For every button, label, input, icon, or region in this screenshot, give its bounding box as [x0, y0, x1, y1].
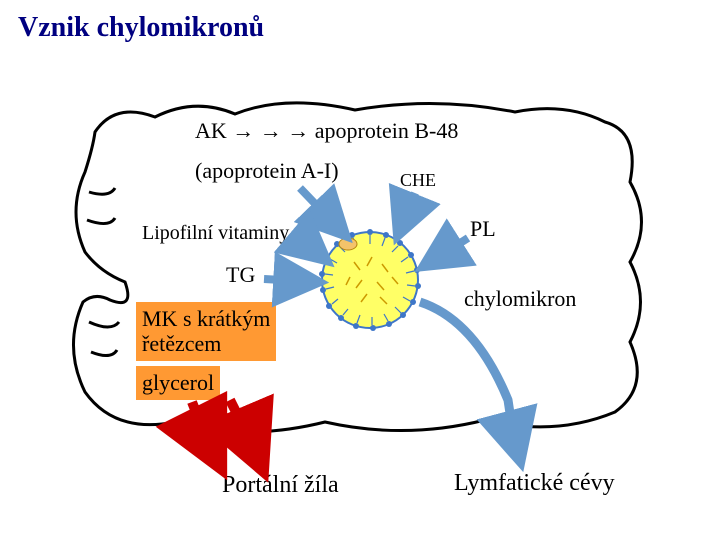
portal-label: Portální žíla	[222, 472, 339, 499]
lipo-label: Lipofilní vitaminy	[142, 222, 289, 245]
title-text: Vznik chylomikronů	[18, 12, 264, 43]
ak-text: AK	[195, 118, 227, 143]
chylomikron-label: chylomikron	[464, 286, 576, 312]
arrow-glyph-3: →	[287, 118, 309, 143]
page-title: Vznik chylomikronů	[18, 12, 264, 44]
apoB48-text: apoprotein B-48	[315, 118, 459, 143]
mk-line2: řetězcem	[142, 331, 221, 356]
che-label: CHE	[400, 170, 436, 191]
chylomicron-icon	[312, 222, 428, 338]
arrow-glyph-2: →	[260, 118, 282, 143]
lymf-label: Lymfatické cévy	[454, 470, 615, 497]
tg-label: TG	[226, 262, 255, 288]
arrow-glyph-1: →	[232, 118, 254, 143]
mk-line1: MK s krátkým	[142, 306, 270, 331]
pl-label: PL	[470, 216, 496, 242]
ak-apoB48-line: AK → → → apoprotein B-48	[195, 118, 458, 144]
glycerol-box: glycerol	[136, 366, 220, 400]
apoAI-line: (apoprotein A-I)	[195, 158, 339, 184]
mk-box: MK s krátkým řetězcem	[136, 302, 276, 361]
